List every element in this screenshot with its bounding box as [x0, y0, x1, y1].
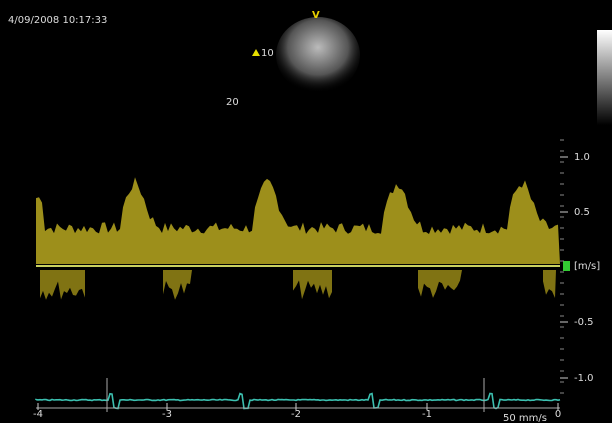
marker: V — [312, 10, 320, 21]
depth-label: 20 — [226, 97, 239, 108]
time-tick-label: -2 — [291, 409, 301, 420]
velocity-tick-label: 1.0 — [574, 152, 590, 163]
2d-sector-image — [276, 17, 360, 93]
timestamp: 4/09/2008 10:17:33 — [8, 15, 107, 26]
baseline-handle — [563, 261, 570, 271]
time-tick-label: -1 — [422, 409, 432, 420]
velocity-tick-label: -1.0 — [574, 373, 594, 384]
time-tick-label: -3 — [162, 409, 172, 420]
velocity-tick-label: 0.5 — [574, 207, 590, 218]
velocity-tick-label: -0.5 — [574, 317, 594, 328]
velocity-unit: [m/s] — [574, 261, 600, 272]
gray-bar — [597, 30, 612, 125]
depth-label: 10 — [261, 48, 274, 59]
ultrasound-screen: 4/09/2008 10:17:33 V 10 20 [m/s] 1.0 0.5 -… — [0, 0, 612, 423]
time-tick-label: 0 — [555, 409, 561, 420]
page: 4/09/2008 10:17:33 V 10 20 [m/s] 1.0 0.5 -… — [0, 0, 612, 423]
time-tick-label: -4 — [33, 409, 43, 420]
sweep-speed: 50 mm/s — [503, 413, 547, 423]
